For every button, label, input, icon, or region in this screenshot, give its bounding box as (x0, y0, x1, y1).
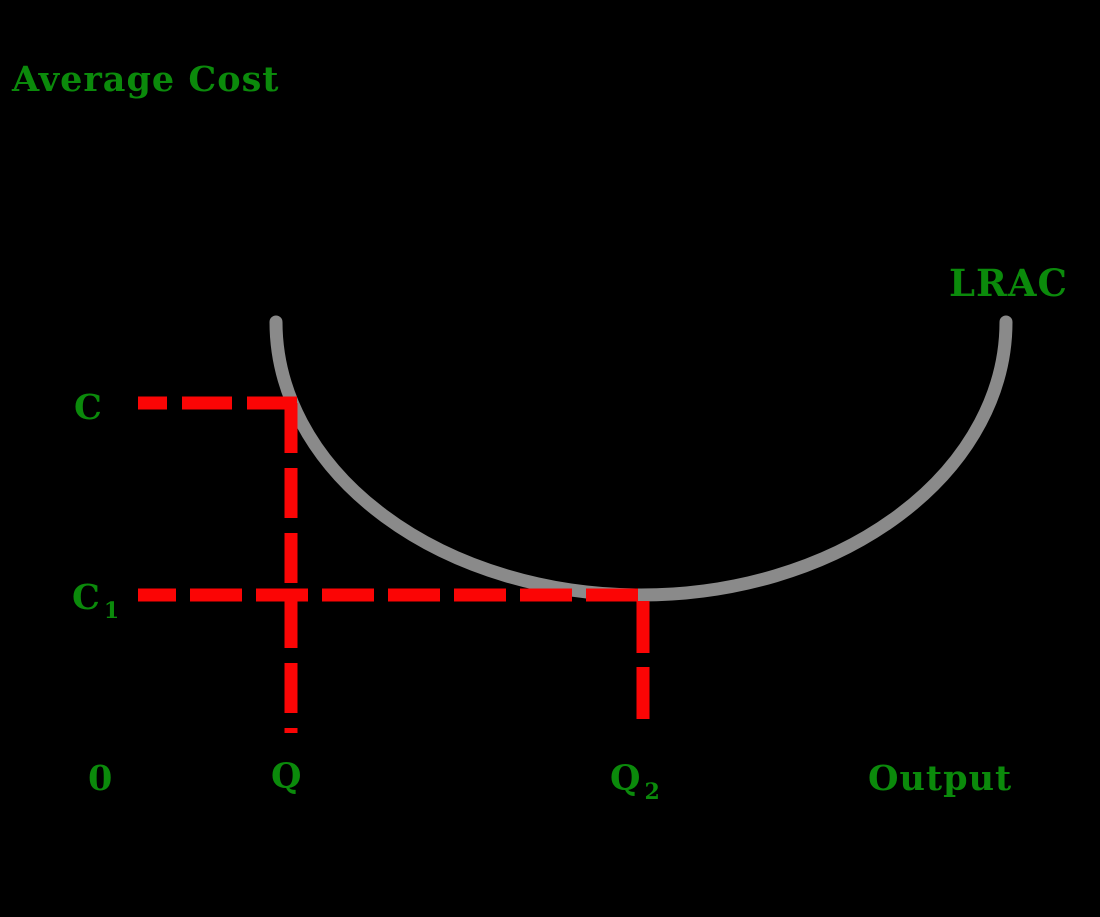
output-q-label: Q (271, 756, 303, 797)
cost-c-label: C (74, 387, 103, 428)
cost-c1-base: C (72, 577, 101, 618)
lrac-curve-label: LRAC (949, 261, 1068, 305)
cost-c1-subscript: 1 (103, 598, 121, 624)
output-q2-base: Q (610, 758, 642, 799)
output-q2-subscript: 2 (644, 779, 661, 805)
y-axis-title: Average Cost (12, 59, 280, 100)
origin-label: 0 (88, 758, 114, 799)
lrac-curve (269, 315, 1013, 602)
x-axis-title: Output (868, 758, 1013, 799)
